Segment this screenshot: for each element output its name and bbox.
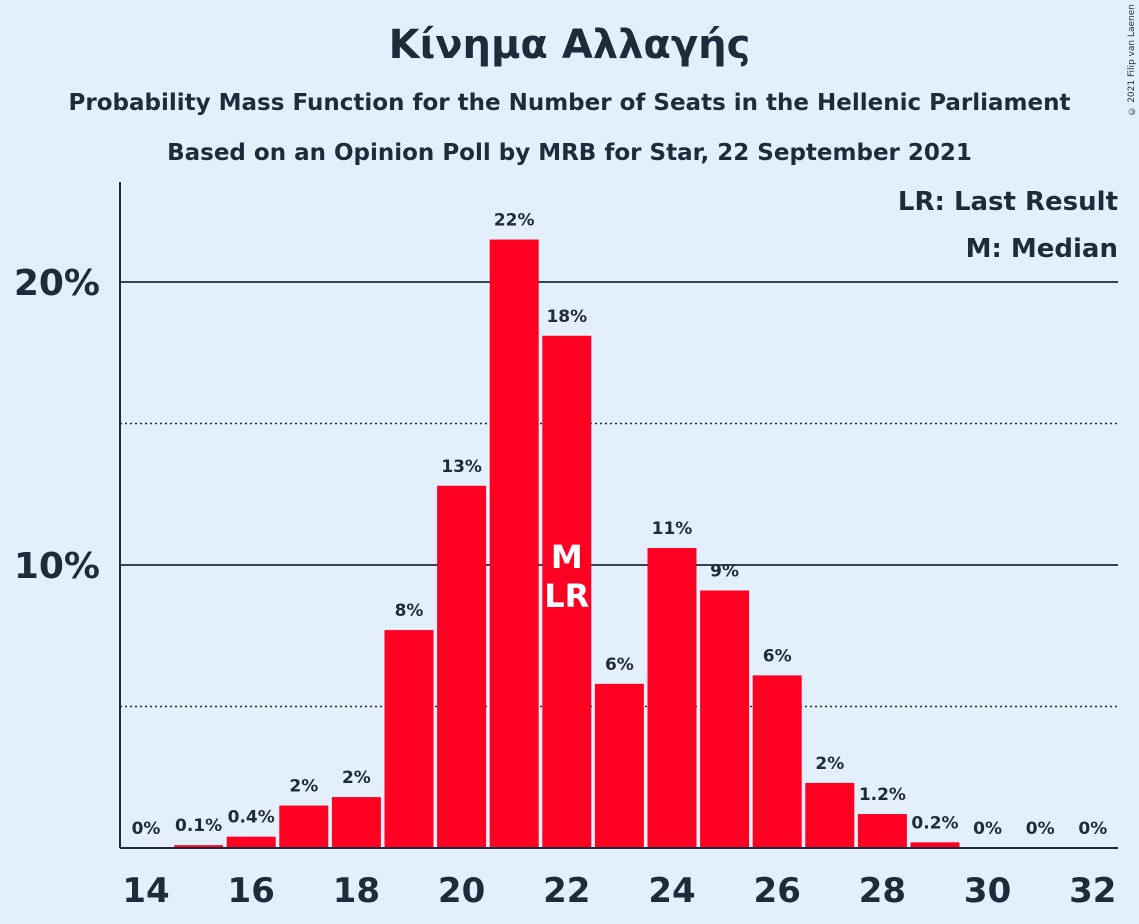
bar-value-label: 0% — [973, 819, 1002, 839]
bar — [805, 782, 855, 848]
bar-value-label: 6% — [605, 655, 634, 675]
median-marker: M — [551, 538, 583, 576]
bar-value-label: 0% — [1078, 819, 1107, 839]
legend-last-result: LR: Last Result — [898, 187, 1118, 217]
x-tick-label: 30 — [964, 871, 1011, 911]
chart-title: Κίνημα Αλλαγής — [388, 22, 751, 68]
last-result-marker: LR — [544, 577, 589, 615]
bar — [647, 548, 697, 848]
y-tick-label: 20% — [14, 263, 100, 304]
bar-value-label: 11% — [652, 519, 693, 539]
bar-value-label: 22% — [494, 211, 535, 231]
bar-value-label: 1.2% — [859, 785, 906, 805]
bar — [384, 630, 434, 848]
x-tick-label: 20 — [438, 871, 485, 911]
legend-median: M: Median — [966, 234, 1118, 264]
bar — [489, 239, 539, 849]
bar-value-label: 18% — [546, 307, 587, 327]
x-tick-label: 32 — [1069, 871, 1116, 911]
bar — [542, 335, 592, 848]
x-tick-label: 14 — [122, 871, 169, 911]
bar — [594, 683, 644, 848]
bar-value-label: 2% — [815, 754, 844, 774]
x-tick-label: 24 — [648, 871, 695, 911]
x-tick-label: 16 — [228, 871, 275, 911]
bar-value-label: 2% — [289, 777, 318, 797]
bar-value-label: 6% — [763, 646, 792, 666]
y-tick-label: 10% — [14, 546, 100, 587]
bar — [752, 675, 802, 848]
chart-subtitle: Probability Mass Function for the Number… — [68, 90, 1071, 116]
bar-value-label: 13% — [441, 457, 482, 477]
x-tick-label: 22 — [543, 871, 590, 911]
bar-value-label: 0% — [132, 819, 161, 839]
bar — [331, 797, 381, 848]
x-tick-label: 18 — [333, 871, 380, 911]
bar — [700, 590, 750, 848]
x-tick-label: 28 — [859, 871, 906, 911]
bar-value-label: 9% — [710, 561, 739, 581]
bar — [910, 842, 960, 848]
bar-value-label: 0.2% — [911, 813, 958, 833]
bar-value-label: 2% — [342, 768, 371, 788]
bar-value-label: 0.4% — [228, 808, 275, 828]
bar — [279, 805, 329, 848]
x-tick-label: 26 — [754, 871, 801, 911]
bar — [174, 845, 224, 848]
bar — [857, 814, 907, 848]
bar-value-label: 0.1% — [175, 816, 222, 836]
bar — [226, 836, 276, 848]
chart-source-line: Based on an Opinion Poll by MRB for Star… — [167, 140, 972, 166]
bar — [437, 485, 487, 848]
bar-value-label: 8% — [395, 601, 424, 621]
bar-value-label: 0% — [1026, 819, 1055, 839]
